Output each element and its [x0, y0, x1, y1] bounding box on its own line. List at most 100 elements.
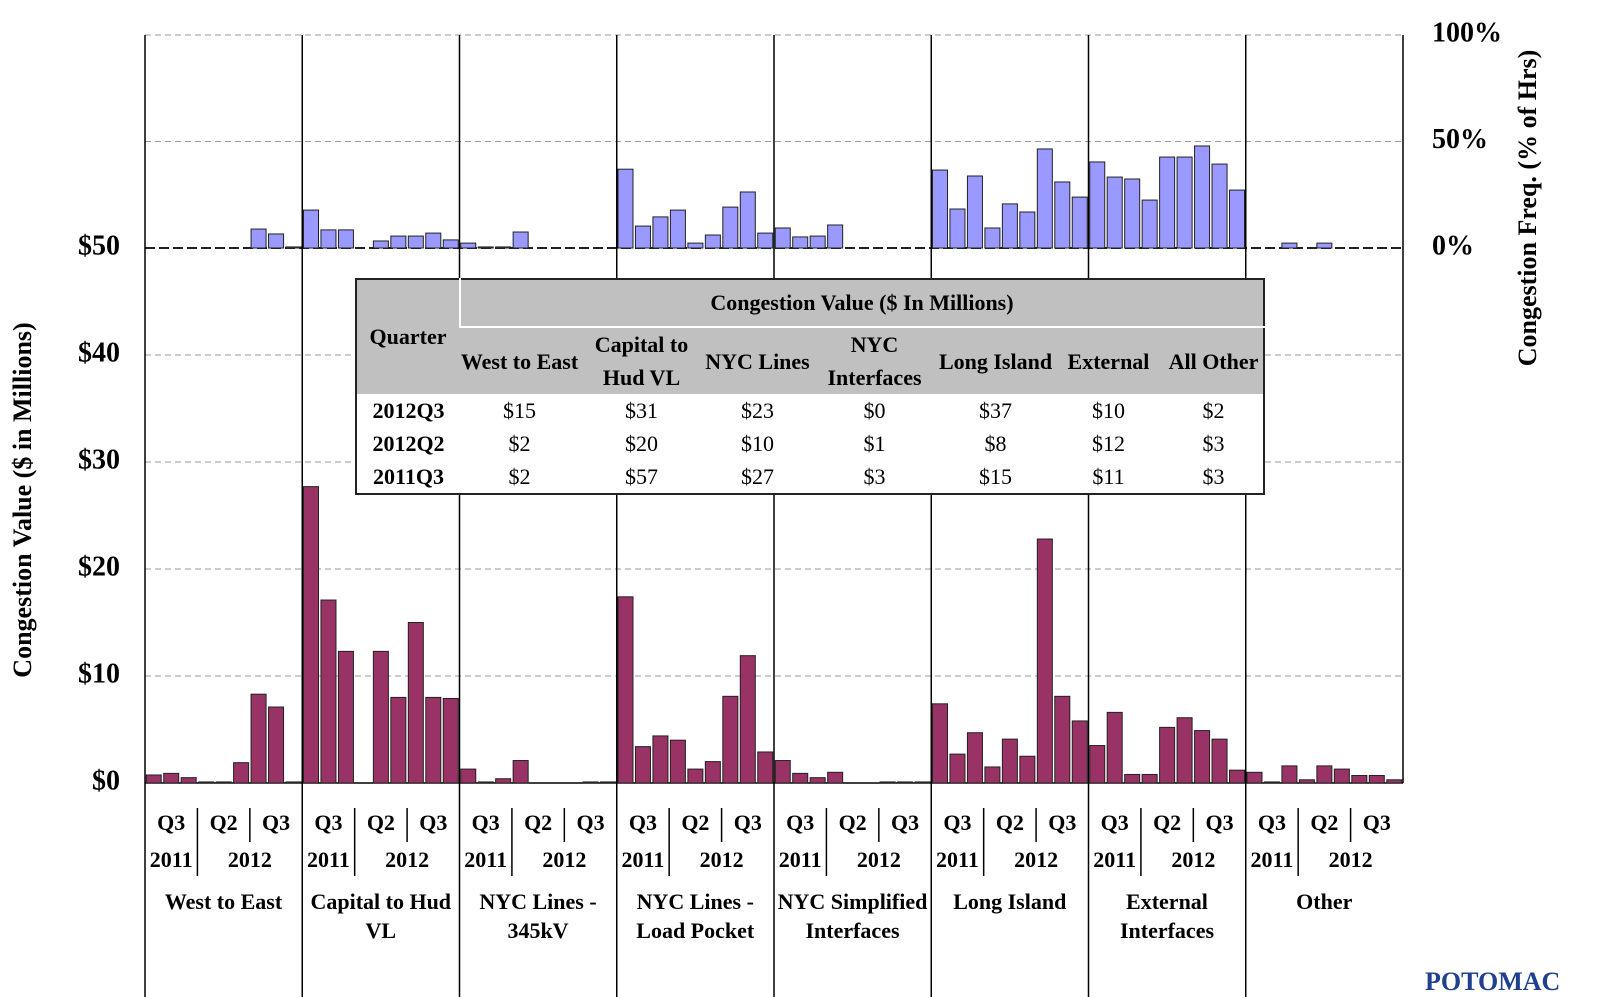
bar: [949, 208, 966, 249]
bar: [634, 746, 651, 784]
bar: [1351, 775, 1368, 784]
quarter-label: Q2: [524, 810, 552, 835]
bar: [163, 772, 180, 784]
bar: [1071, 720, 1088, 784]
bar: [827, 224, 844, 249]
group-label: NYC Simplified Interfaces: [777, 889, 928, 943]
year-label: 2012: [700, 847, 744, 872]
bar: [285, 246, 302, 249]
quarter-label: Q3: [262, 810, 290, 835]
y-tick-label: $40: [78, 337, 120, 368]
bar: [914, 781, 931, 784]
bar: [722, 695, 739, 784]
bar: [215, 781, 232, 784]
quarter-label: Q3: [1258, 810, 1286, 835]
bar: [1106, 711, 1123, 784]
table-cell: 2011Q3: [373, 463, 444, 489]
table-row: 2011Q3 $2 $57 $27 $3 $15 $11 $3: [356, 460, 1264, 494]
bar: [337, 229, 354, 249]
bar: [704, 761, 721, 784]
quarter-label: Q3: [1101, 810, 1129, 835]
bar: [1386, 779, 1403, 784]
bar: [966, 732, 983, 784]
quarter-label: Q3: [314, 810, 342, 835]
quarter-label: Q3: [419, 810, 447, 835]
bar: [704, 234, 721, 249]
year-label: 2012: [228, 847, 272, 872]
group-label: Long Island: [953, 889, 1067, 914]
bar: [739, 655, 756, 784]
bar: [757, 232, 774, 249]
bar: [966, 175, 983, 249]
table-cell: $27: [741, 463, 774, 489]
logo: POTOMAC: [1425, 967, 1560, 996]
bar: [233, 762, 250, 784]
bar: [285, 781, 302, 784]
table-cell: $1: [863, 430, 886, 456]
bar: [652, 216, 669, 249]
bar: [792, 772, 809, 784]
bar: [442, 239, 459, 249]
y-tick-label: $10: [78, 658, 120, 689]
quarter-label: Q3: [1048, 810, 1076, 835]
year-label: 2012: [385, 847, 429, 872]
quarter-label: Q3: [472, 810, 500, 835]
bar: [495, 778, 512, 784]
bar: [1229, 189, 1246, 249]
year-label: 2012: [1329, 847, 1373, 872]
quarter-label: Q3: [1205, 810, 1233, 835]
bar: [1089, 161, 1106, 249]
bar: [460, 242, 477, 249]
quarter-label: Q3: [157, 810, 185, 835]
bar: [1159, 726, 1176, 784]
table-cell: $15: [979, 463, 1012, 489]
table-title: Congestion Value ($ In Millions): [459, 279, 1264, 328]
bar: [809, 777, 826, 784]
bar: [757, 751, 774, 784]
bar: [984, 227, 1001, 249]
bar: [669, 739, 686, 784]
bar: [512, 760, 529, 784]
table-header: All Other: [1168, 348, 1259, 374]
bar: [1159, 156, 1176, 249]
table-cell: $23: [741, 397, 774, 423]
bar: [897, 781, 914, 784]
bar: [1316, 765, 1333, 784]
bar: [617, 596, 634, 784]
bar: [1001, 738, 1018, 784]
bar: [739, 191, 756, 249]
year-label: 2012: [542, 847, 586, 872]
table-cell: 2012Q3: [372, 397, 445, 423]
bar: [722, 206, 739, 249]
bar: [407, 622, 424, 784]
bar: [407, 235, 424, 249]
bar: [1298, 779, 1315, 784]
bar: [931, 703, 948, 784]
bar: [634, 225, 651, 249]
bar: [1036, 148, 1053, 249]
table-header: Quarter: [369, 324, 447, 349]
table-cell: $10: [1092, 397, 1125, 423]
quarter-label: Q3: [629, 810, 657, 835]
bar: [1333, 768, 1350, 784]
quarter-label: Q2: [210, 810, 238, 835]
bar: [372, 650, 389, 784]
quarter-label: Q3: [1363, 810, 1391, 835]
group-label: External Interfaces: [1119, 889, 1215, 943]
bar: [302, 209, 319, 249]
bar: [1071, 196, 1088, 249]
bar: [425, 232, 442, 249]
table-cell: $31: [625, 397, 658, 423]
bar: [984, 766, 1001, 784]
bar: [320, 599, 337, 784]
bar: [477, 246, 494, 249]
year-label: 2011: [150, 847, 193, 872]
year-label: 2011: [307, 847, 350, 872]
bar: [250, 693, 267, 784]
bar: [1194, 145, 1211, 249]
quarter-label: Q2: [839, 810, 867, 835]
bar: [1211, 163, 1228, 249]
year-label: 2012: [1171, 847, 1215, 872]
